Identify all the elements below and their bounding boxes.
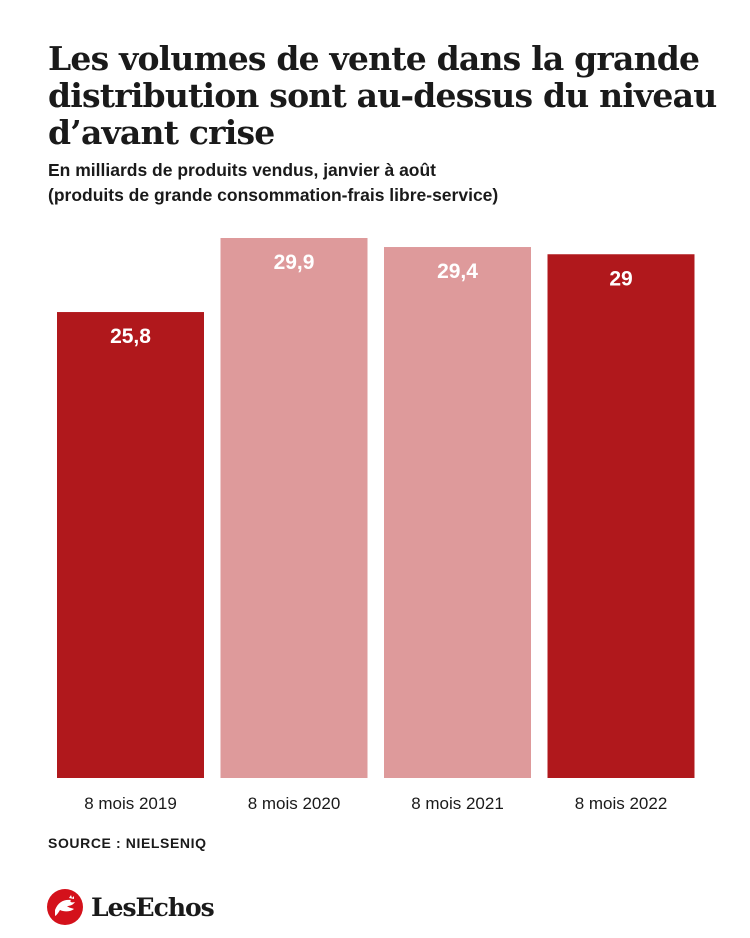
bar-1 xyxy=(57,312,204,778)
category-label-3: 8 mois 2021 xyxy=(411,794,504,813)
bar-2 xyxy=(220,238,368,778)
brand-wordmark: LesEchos xyxy=(91,892,215,922)
bar-3 xyxy=(384,247,531,779)
subtitle-line-1: En milliards de produits vendus, janvier… xyxy=(48,160,437,180)
chart-subtitle: En milliards de produits vendus, janvier… xyxy=(48,158,728,208)
bar-value-label-1: 25,8 xyxy=(110,325,151,348)
chart-title: Les volumes de vente dans la grande dist… xyxy=(48,39,717,152)
bar-value-label-3: 29,4 xyxy=(437,260,478,283)
subtitle-line-2: (produits de grande consommation-frais l… xyxy=(48,185,499,205)
bar-value-label-2: 29,9 xyxy=(274,251,315,274)
category-label-1: 8 mois 2019 xyxy=(84,794,177,813)
bar-4 xyxy=(547,254,695,779)
brand-logo: LesEchos xyxy=(47,887,215,927)
category-label-4: 8 mois 2022 xyxy=(575,794,668,813)
bar-chart: 25,8 8 mois 2019 29,9 8 mois 2020 29,4 8 mois… xyxy=(57,238,695,813)
source-note: SOURCE : NIELSENIQ xyxy=(48,835,207,851)
les-echos-rooster-icon xyxy=(47,889,83,925)
bar-value-label-4: 29 xyxy=(609,267,632,290)
category-label-2: 8 mois 2020 xyxy=(248,794,341,813)
